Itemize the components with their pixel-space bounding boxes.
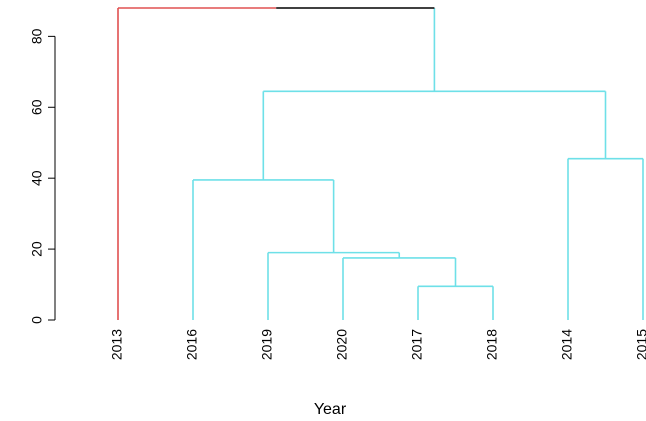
leaf-label: 2014 [559, 329, 575, 360]
y-axis: 0 20 40 60 80 [29, 28, 56, 324]
leaf-label: 2013 [109, 329, 125, 360]
y-tick-label: 20 [29, 241, 45, 257]
y-tick-label: 40 [29, 170, 45, 186]
leaf-label: 2015 [634, 329, 646, 360]
leaf-label: 2017 [409, 329, 425, 360]
y-tick-label: 0 [29, 316, 45, 324]
leaf-label: 2019 [259, 329, 275, 360]
x-axis-title: Year [314, 401, 347, 418]
dendrogram-links [117, 7, 644, 320]
y-tick-label: 80 [29, 28, 45, 44]
leaf-label: 2018 [484, 329, 500, 360]
leaf-labels: 2013 2016 2019 2020 2017 2018 2014 2015 [109, 329, 646, 360]
y-tick-label: 60 [29, 99, 45, 115]
leaf-label: 2016 [184, 329, 200, 360]
leaf-label: 2020 [334, 329, 350, 360]
